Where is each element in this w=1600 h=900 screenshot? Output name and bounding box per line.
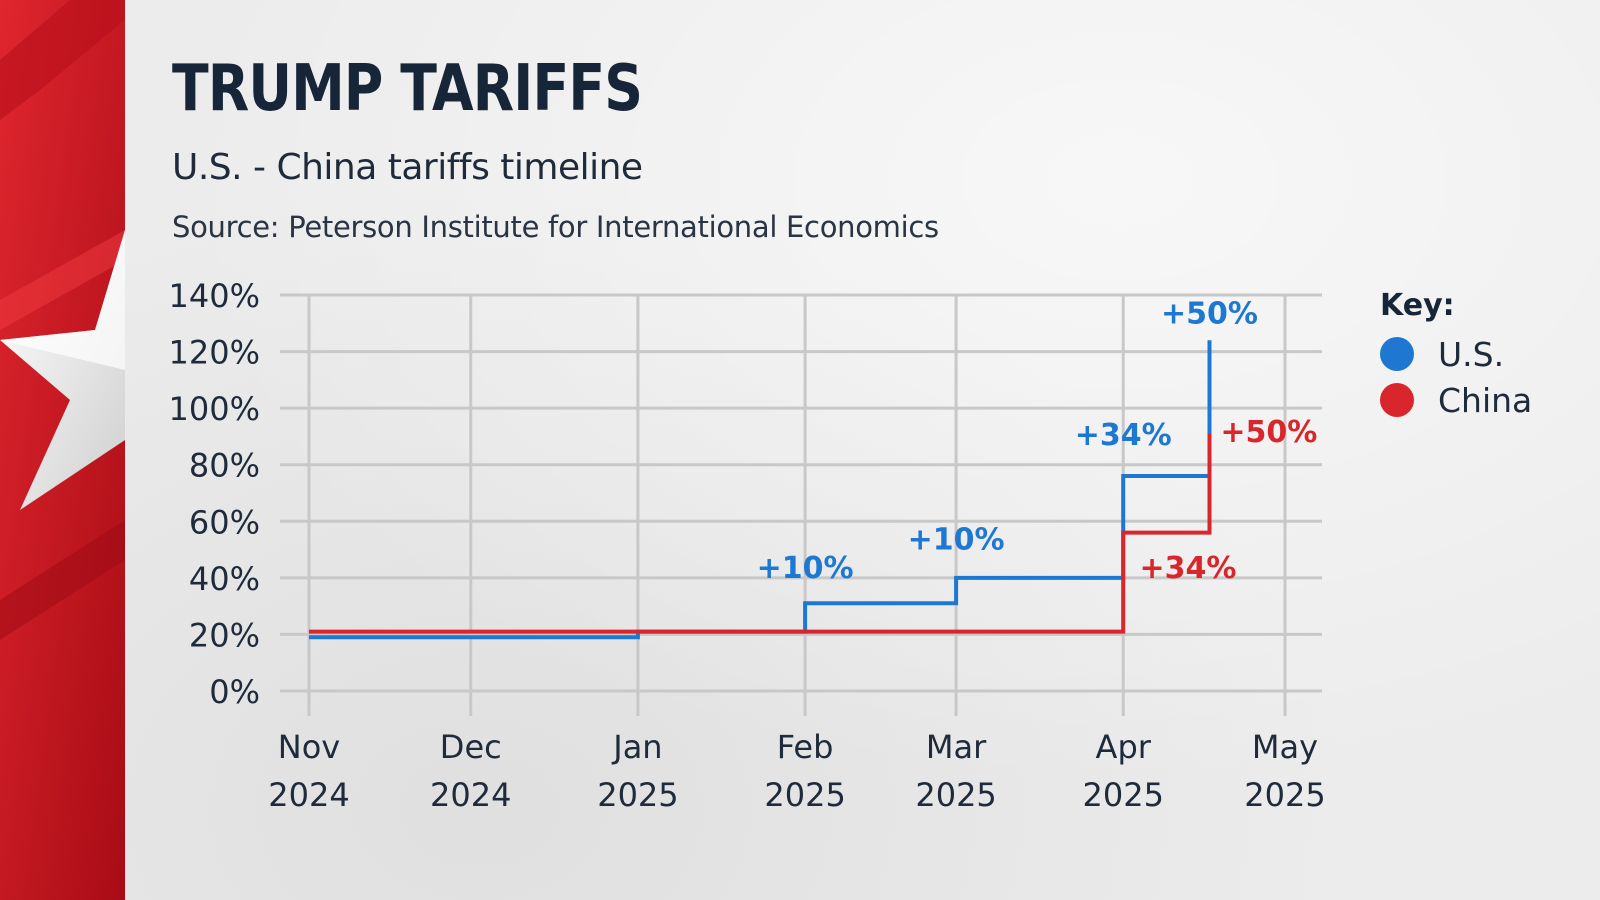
x-tick-label-year: 2024	[430, 776, 511, 814]
annotation-label: +34%	[1075, 418, 1172, 453]
x-tick-label-month: Jan	[611, 728, 662, 766]
y-tick-label: 40%	[189, 560, 260, 598]
y-tick-label: 100%	[169, 390, 260, 428]
x-tick-label-month: Apr	[1096, 728, 1152, 766]
y-axis-labels: 0% 20% 40% 60% 80% 100% 120% 140%	[169, 277, 260, 711]
x-tick-label-year: 2025	[1244, 776, 1325, 814]
y-tick-label: 120%	[169, 334, 260, 372]
x-tick-label-month: Feb	[777, 728, 834, 766]
x-tick-label-year: 2025	[1083, 776, 1164, 814]
page-title: TRUMP TARIFFS	[172, 52, 643, 126]
x-tick-label-year: 2025	[915, 776, 996, 814]
star-icon	[0, 230, 125, 510]
x-tick-label-month: Mar	[926, 728, 987, 766]
annotation-label: +10%	[908, 523, 1005, 558]
chart-grid	[280, 293, 1322, 716]
annotation-label: +50%	[1161, 296, 1258, 331]
annotation-label: +50%	[1220, 415, 1317, 450]
y-tick-label: 140%	[169, 277, 260, 315]
y-tick-label: 0%	[209, 673, 260, 711]
series-line-us	[309, 340, 1212, 640]
annotation-label: +34%	[1139, 551, 1236, 586]
legend-dot-us	[1380, 337, 1414, 371]
legend-dot-china	[1380, 383, 1414, 417]
y-tick-label: 80%	[189, 447, 260, 485]
side-panel-decoration	[0, 0, 125, 900]
annotation-label: +10%	[757, 551, 854, 586]
y-tick-label: 60%	[189, 503, 260, 541]
chart-series	[309, 340, 1212, 640]
legend-item-us: U.S.	[1380, 331, 1532, 377]
chart-legend: Key: U.S. China	[1380, 288, 1532, 423]
legend-title: Key:	[1380, 288, 1455, 323]
legend-label-us: U.S.	[1438, 334, 1505, 374]
legend-label-china: China	[1438, 380, 1533, 420]
source-note: Source: Peterson Institute for Internati…	[172, 210, 939, 244]
legend-item-china: China	[1380, 377, 1532, 423]
x-tick-label-month: May	[1252, 728, 1318, 766]
x-tick-label-year: 2025	[597, 776, 678, 814]
series-line-china	[309, 433, 1212, 634]
x-tick-label-year: 2025	[764, 776, 845, 814]
chart-annotations: +10% +10% +34% +50% +34% +50%	[757, 296, 1318, 586]
y-tick-label: 20%	[189, 616, 260, 654]
x-tick-label-month: Nov	[278, 728, 340, 766]
x-axis-labels: Nov 2024 Dec 2024 Jan 2025 Feb 2025 Mar 2025 Apr 20…	[268, 728, 1325, 814]
chart-subtitle: U.S. - China tariffs timeline	[172, 147, 643, 188]
x-tick-label-year: 2024	[268, 776, 349, 814]
x-tick-label-month: Dec	[440, 728, 502, 766]
